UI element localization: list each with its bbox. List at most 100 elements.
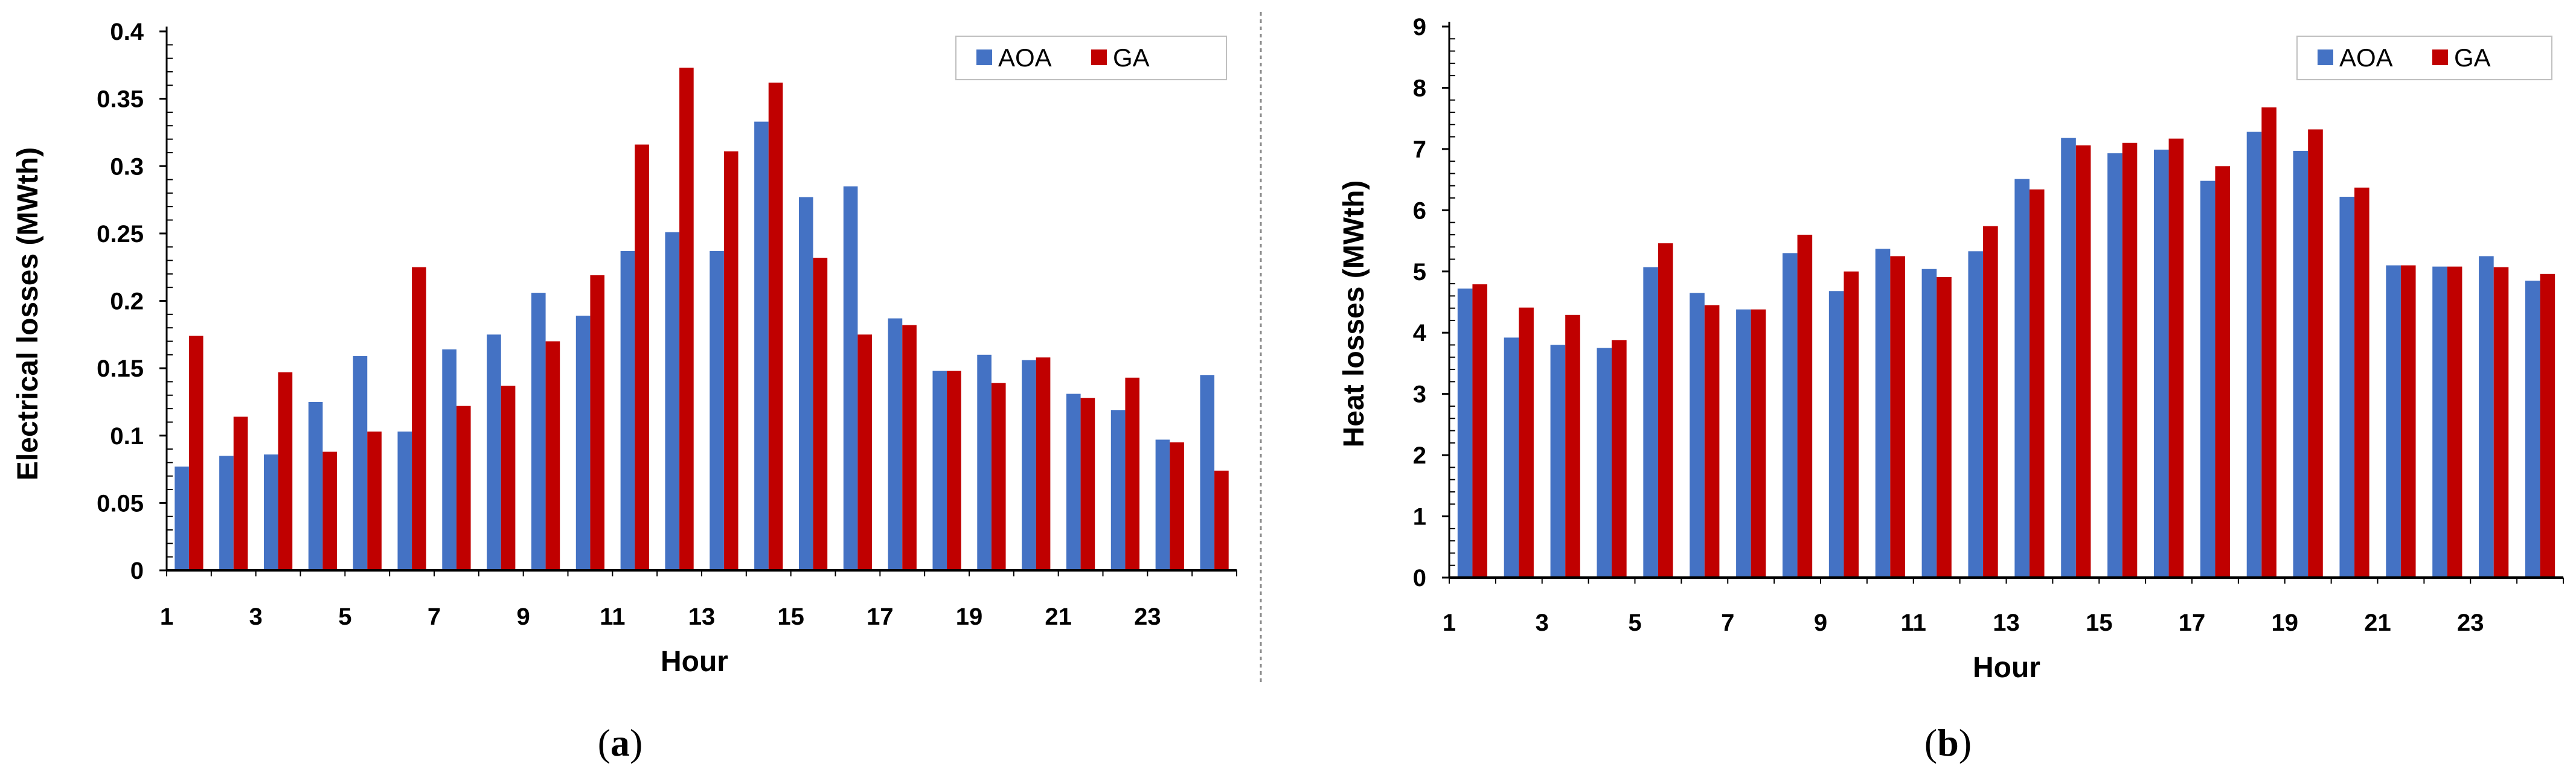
bar-ga-hour-7 xyxy=(1751,309,1766,578)
bar-ga-hour-17 xyxy=(2215,166,2231,578)
chart-panel-a: Electrical losses (MWth) Hour (a) 0 0.05 0… xyxy=(12,19,1237,764)
x-tick-label: 15 xyxy=(2086,610,2113,636)
bar-aoa-hour-9 xyxy=(1828,291,1844,578)
legend-swatch-aoa xyxy=(2318,49,2333,65)
bar-ga-hour-1 xyxy=(1472,284,1488,578)
bar-aoa-hour-1 xyxy=(175,467,189,570)
y-tick-label: 5 xyxy=(1413,259,1426,285)
bar-aoa-hour-18 xyxy=(932,371,947,570)
bar-aoa-hour-15 xyxy=(798,197,813,570)
x-tick-label: 7 xyxy=(428,604,441,630)
x-tick-label: 3 xyxy=(249,604,263,630)
y-tick-label: 0.3 xyxy=(110,153,144,180)
y-tick-label: 0.2 xyxy=(110,288,144,315)
bar-ga-hour-18 xyxy=(947,371,961,570)
bar-aoa-hour-5 xyxy=(1643,267,1658,578)
legend-label-ga: GA xyxy=(2454,43,2491,72)
x-tick-label: 9 xyxy=(1814,610,1827,636)
bar-ga-hour-6 xyxy=(1704,305,1720,578)
bar-ga-hour-18 xyxy=(2261,107,2276,578)
y-tick-label: 0.05 xyxy=(97,490,144,517)
bar-ga-hour-24 xyxy=(1214,470,1229,570)
x-tick-label: 5 xyxy=(1628,610,1641,636)
x-tick-label: 15 xyxy=(777,604,804,630)
x-tick-label: 19 xyxy=(956,604,983,630)
x-tick-label: 13 xyxy=(688,604,716,630)
bar-ga-hour-6 xyxy=(412,267,426,570)
bar-aoa-hour-20 xyxy=(2339,197,2355,578)
bar-ga-hour-1 xyxy=(188,336,203,570)
y-tick-label: 0 xyxy=(130,558,144,584)
bar-ga-hour-13 xyxy=(2029,189,2045,578)
legend-label-aoa: AOA xyxy=(998,43,1052,72)
bar-aoa-hour-5 xyxy=(353,356,368,570)
x-tick-label: 17 xyxy=(867,604,894,630)
bar-ga-hour-20 xyxy=(2354,187,2369,578)
panel-caption: (a) xyxy=(598,721,643,764)
y-tick-label: 1 xyxy=(1413,504,1426,531)
y-tick-label: 2 xyxy=(1413,442,1426,469)
y-tick-label: 9 xyxy=(1413,14,1426,40)
x-tick-label: 1 xyxy=(160,604,173,630)
bar-ga-hour-5 xyxy=(367,432,382,570)
x-tick-label: 3 xyxy=(1536,610,1549,636)
bar-ga-hour-3 xyxy=(1565,314,1580,578)
bar-aoa-hour-4 xyxy=(1597,348,1612,578)
y-tick-label: 3 xyxy=(1413,381,1426,408)
x-axis-title: Hour xyxy=(661,646,728,678)
legend-label-aoa: AOA xyxy=(2339,43,2393,72)
bar-aoa-hour-14 xyxy=(2061,138,2076,578)
bar-ga-hour-2 xyxy=(1519,307,1534,578)
bar-ga-hour-5 xyxy=(1658,243,1673,578)
bar-ga-hour-10 xyxy=(1890,256,1905,578)
y-tick-label: 0.35 xyxy=(97,86,144,113)
bar-ga-hour-14 xyxy=(768,82,783,570)
y-tick-label: 0.15 xyxy=(97,355,144,382)
legend-swatch-ga xyxy=(2432,49,2448,65)
y-axis-title: Electrical losses (MWth) xyxy=(12,147,44,480)
x-tick-label: 21 xyxy=(1045,604,1072,630)
x-tick-label: 9 xyxy=(517,604,530,630)
bar-aoa-hour-6 xyxy=(397,432,412,570)
bar-aoa-hour-9 xyxy=(531,293,546,570)
bar-aoa-hour-16 xyxy=(2153,149,2169,578)
y-tick-label: 0.25 xyxy=(97,221,144,247)
bar-aoa-hour-13 xyxy=(710,250,724,571)
x-tick-label: 7 xyxy=(1721,610,1734,636)
x-tick-label: 23 xyxy=(2457,610,2484,636)
bar-aoa-hour-12 xyxy=(1968,251,1984,578)
bar-aoa-hour-3 xyxy=(263,454,278,570)
bar-ga-hour-24 xyxy=(2540,273,2555,578)
bar-ga-hour-11 xyxy=(635,144,649,570)
panel-caption: (b) xyxy=(1924,721,1972,764)
bar-aoa-hour-19 xyxy=(2293,150,2308,578)
x-tick-label: 1 xyxy=(1443,610,1456,636)
bar-aoa-hour-1 xyxy=(1457,288,1473,578)
y-tick-label: 6 xyxy=(1413,197,1426,224)
bar-aoa-hour-22 xyxy=(1110,410,1126,570)
bar-aoa-hour-21 xyxy=(1066,394,1081,570)
bar-aoa-hour-4 xyxy=(308,401,323,570)
bar-ga-hour-9 xyxy=(1844,271,1859,578)
bar-aoa-hour-24 xyxy=(2525,280,2540,578)
bar-aoa-hour-21 xyxy=(2386,265,2401,578)
bar-aoa-hour-2 xyxy=(1504,337,1519,578)
legend-label-ga: GA xyxy=(1113,43,1150,72)
bar-aoa-hour-11 xyxy=(620,250,635,571)
bar-ga-hour-15 xyxy=(813,258,828,570)
x-tick-label: 21 xyxy=(2364,610,2391,636)
bar-aoa-hour-2 xyxy=(219,456,234,570)
bar-ga-hour-9 xyxy=(545,341,560,570)
y-tick-label: 0.1 xyxy=(110,423,144,450)
x-tick-label: 19 xyxy=(2272,610,2299,636)
y-axis-title: Heat losses (MWth) xyxy=(1338,180,1370,448)
bar-aoa-hour-6 xyxy=(1690,293,1705,578)
y-tick-label: 0.4 xyxy=(110,19,144,45)
bar-aoa-hour-15 xyxy=(2107,153,2123,578)
legend-swatch-aoa xyxy=(976,49,992,65)
bar-ga-hour-13 xyxy=(723,151,739,570)
bar-ga-hour-19 xyxy=(991,383,1006,570)
bar-ga-hour-8 xyxy=(501,386,516,570)
x-tick-label: 13 xyxy=(1993,610,2020,636)
